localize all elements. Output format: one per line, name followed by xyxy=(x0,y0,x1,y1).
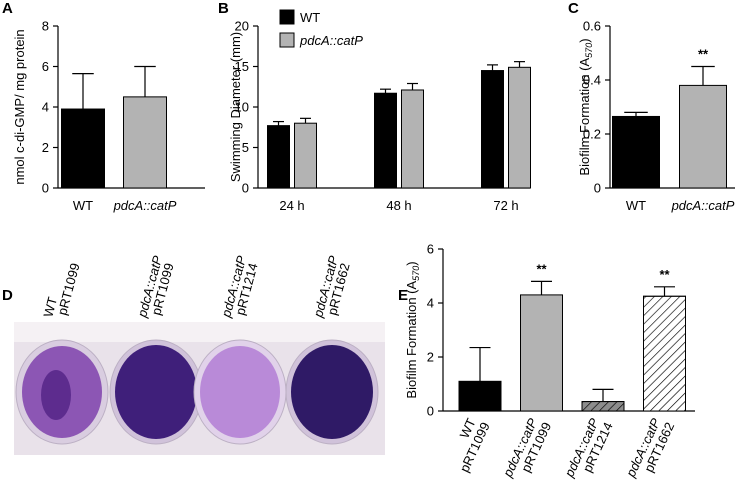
well-label: pRT1099 xyxy=(54,261,82,316)
significance: ** xyxy=(698,47,709,62)
bar xyxy=(374,92,397,189)
legend-label: pdcA::catP xyxy=(299,33,363,48)
well-stain xyxy=(41,370,71,420)
y-tick-label: 10 xyxy=(235,100,249,115)
bar xyxy=(401,89,424,189)
y-label-suffix: ) xyxy=(577,38,592,42)
panel-label: B xyxy=(218,0,229,17)
bar xyxy=(612,115,660,189)
bar xyxy=(123,96,167,189)
y-tick-label: 2 xyxy=(42,140,49,155)
bar xyxy=(508,66,531,189)
x-tick-label: 24 h xyxy=(279,198,304,213)
legend-swatch xyxy=(279,9,295,25)
y-tick-label: 20 xyxy=(235,19,249,34)
well-stain xyxy=(115,345,197,439)
bar xyxy=(267,125,290,189)
legend-label: WT xyxy=(300,10,320,25)
y-tick-label: 4 xyxy=(427,296,434,311)
x-tick-label: WT xyxy=(626,198,646,213)
panel-label: A xyxy=(2,0,13,17)
legend-swatch xyxy=(279,32,295,48)
panel-label: E xyxy=(398,287,408,304)
y-label-text: Biofilm Formation (A xyxy=(404,280,419,398)
bar xyxy=(481,70,504,189)
bar xyxy=(679,84,727,189)
panel-d-photo xyxy=(14,322,385,455)
bar xyxy=(294,122,317,189)
well-stain xyxy=(200,346,280,438)
y-tick-label: 15 xyxy=(235,59,249,74)
y-label-subscript: 570 xyxy=(584,43,594,58)
y-label-text: Biofilm Formation (A xyxy=(577,57,592,175)
y-tick-label: 6 xyxy=(427,242,434,257)
significance: ** xyxy=(659,267,670,282)
plate-rim xyxy=(14,322,385,342)
y-tick-label: 6 xyxy=(42,59,49,74)
x-tick-label: 72 h xyxy=(493,198,518,213)
significance: ** xyxy=(536,261,547,276)
y-axis-label: Swimming Diameter (mm) xyxy=(228,32,243,182)
x-tick-label: pdcA::catP xyxy=(671,198,735,213)
y-axis-label: Biofilm Formation (A570) xyxy=(404,261,421,398)
y-tick-label: 5 xyxy=(242,140,249,155)
y-label-text: nmol c-di-GMP/ mg protein xyxy=(12,29,27,184)
y-tick-label: 0 xyxy=(594,181,601,196)
y-tick-label: 4 xyxy=(42,100,49,115)
panel-label: C xyxy=(568,0,579,17)
y-label-text: Swimming Diameter (mm) xyxy=(228,32,243,182)
y-tick-label: 0.6 xyxy=(583,19,601,34)
well-stain xyxy=(291,345,373,439)
bar-hatch xyxy=(643,295,686,412)
y-label-subscript: 570 xyxy=(411,266,421,281)
y-label-suffix: ) xyxy=(404,261,419,265)
y-tick-label: 0.4 xyxy=(583,73,601,88)
bar xyxy=(61,108,105,189)
y-axis-label: Biofilm Formation (A570) xyxy=(577,38,594,175)
y-tick-label: 2 xyxy=(427,350,434,365)
panel-label: D xyxy=(2,287,13,304)
y-tick-label: 0 xyxy=(242,181,249,196)
well-label: WT xyxy=(40,295,60,318)
y-tick-label: 8 xyxy=(42,19,49,34)
x-tick-label: pdcA::catP xyxy=(113,198,177,213)
x-tick-label: WT xyxy=(73,198,93,213)
y-tick-label: 0 xyxy=(427,404,434,419)
bar xyxy=(458,380,502,412)
x-tick-label: 48 h xyxy=(386,198,411,213)
bar xyxy=(520,294,563,412)
y-axis-label: nmol c-di-GMP/ mg protein xyxy=(12,29,27,184)
y-tick-label: 0.2 xyxy=(583,127,601,142)
y-tick-label: 0 xyxy=(42,181,49,196)
bar-hatch xyxy=(581,401,625,412)
